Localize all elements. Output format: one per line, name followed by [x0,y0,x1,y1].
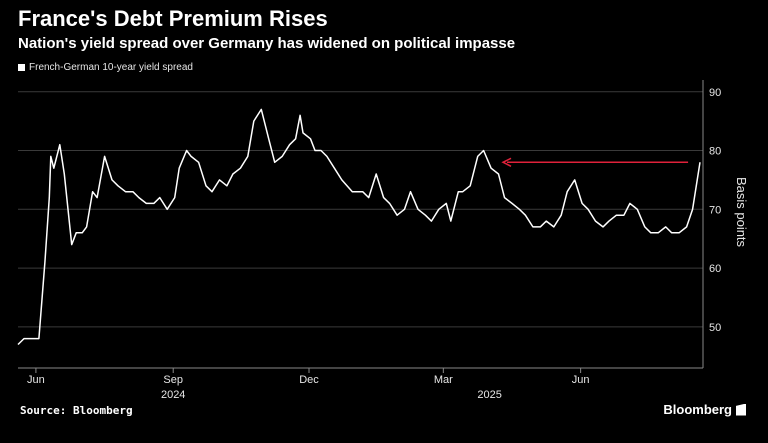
bloomberg-mark-icon [736,403,746,416]
chart-title: France's Debt Premium Rises [18,6,328,31]
legend-label: French-German 10-year yield spread [29,62,193,73]
x-year-label: 2024 [161,389,185,401]
series-line [17,108,701,346]
y-tick-label: 60 [709,263,721,275]
x-tick-label: Jun [27,374,45,386]
y-axis-label: Basis points [734,177,749,248]
y-tick-label: 70 [709,204,721,216]
y-tick-label: 50 [709,322,721,334]
legend: French-German 10-year yield spread [18,62,193,73]
source-note: Source: Bloomberg [20,404,133,417]
annotation-arrow-head [501,157,512,167]
x-tick-label: Jun [572,374,590,386]
y-tick-label: 90 [709,87,721,99]
y-tick-label: 80 [709,146,721,158]
chart-subtitle: Nation's yield spread over Germany has w… [18,35,516,52]
legend-swatch [18,64,25,71]
brand-name: Bloomberg [663,402,732,417]
x-year-label: 2025 [477,389,501,401]
x-tick-label: Dec [299,374,319,386]
x-tick-label: Sep [163,374,183,386]
x-tick-label: Mar [434,374,453,386]
brand-logo: Bloomberg [663,402,746,417]
